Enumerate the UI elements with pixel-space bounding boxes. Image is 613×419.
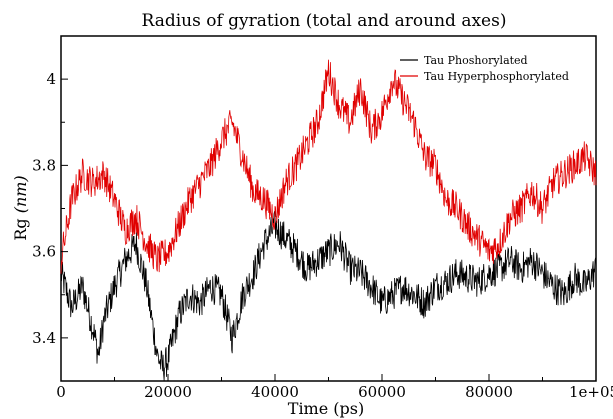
x-tick-label: 40000 xyxy=(251,383,299,401)
y-axis: 3.4 3.6 3.8 4 xyxy=(32,70,68,347)
legend-label-phosphorylated: Tau Phoshorylated xyxy=(424,54,528,67)
series-layer xyxy=(60,59,597,381)
legend: Tau Phoshorylated Tau Hyperphosphorylate… xyxy=(400,54,569,83)
series-line-0 xyxy=(60,209,597,381)
x-tick-label: 1e+05 xyxy=(569,383,613,401)
legend-label-hyperphosphorylated: Tau Hyperphosphorylated xyxy=(424,70,569,83)
chart-title: Radius of gyration (total and around axe… xyxy=(142,11,507,31)
y-axis-label-unit: (nm) xyxy=(11,175,30,213)
x-tick-label: 80000 xyxy=(465,383,513,401)
x-axis-label: Time (ps) xyxy=(288,399,364,418)
y-tick-label: 3.6 xyxy=(32,243,56,261)
x-tick-label: 0 xyxy=(56,383,66,401)
y-tick-label: 3.4 xyxy=(32,329,56,347)
y-tick-label: 3.8 xyxy=(32,156,56,174)
series-line-1 xyxy=(60,59,597,274)
x-tick-label: 20000 xyxy=(144,383,192,401)
y-tick-label: 4 xyxy=(46,70,56,88)
x-tick-label: 60000 xyxy=(358,383,406,401)
plot-area xyxy=(60,35,597,382)
y-axis-label: Rg (nm) xyxy=(11,175,30,240)
x-axis: 0 20000 40000 60000 80000 1e+05 xyxy=(56,374,613,401)
y-axis-label-main: Rg xyxy=(11,218,30,240)
